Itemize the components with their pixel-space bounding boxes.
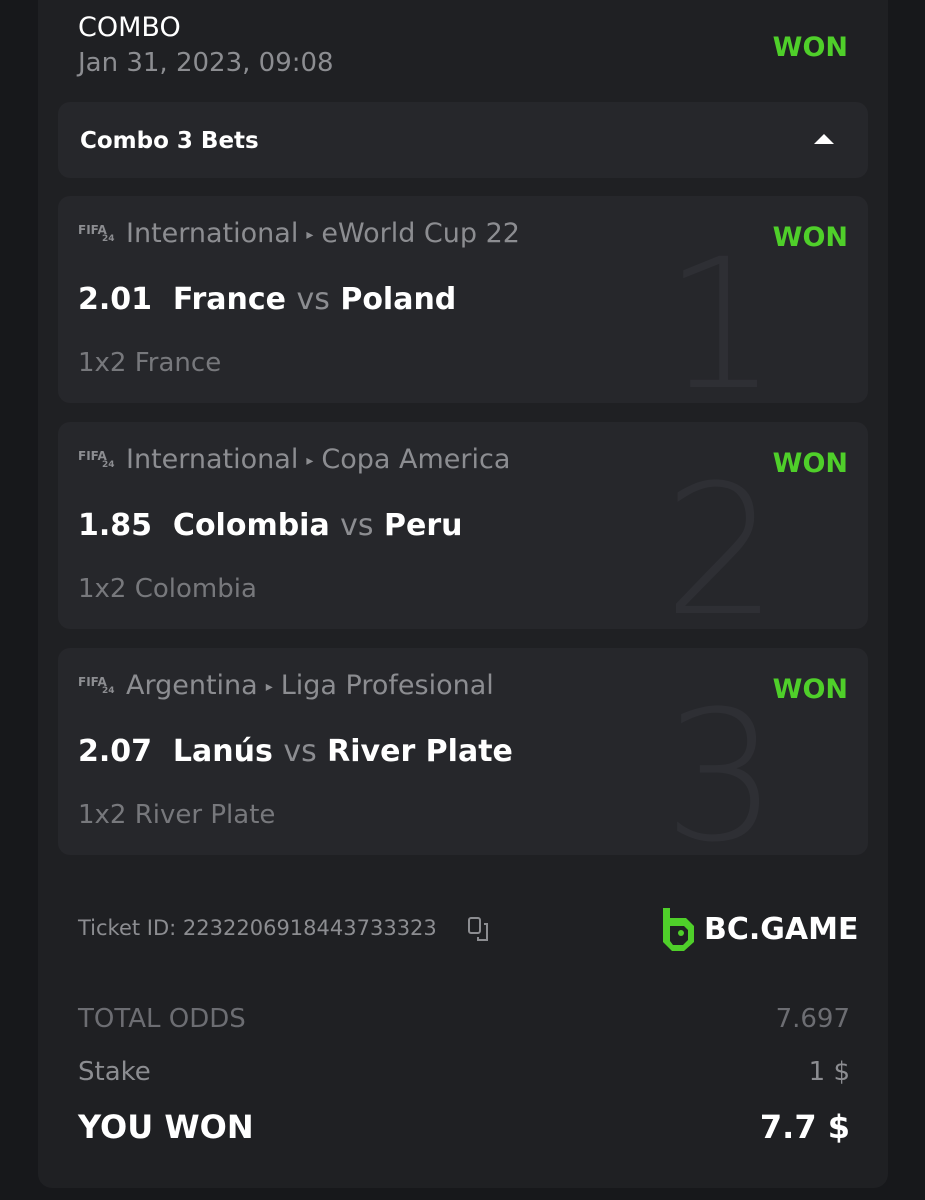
region: Argentina: [126, 670, 258, 701]
region: International: [126, 444, 299, 475]
won-label: YOU WON: [78, 1108, 254, 1146]
total-odds-label: TOTAL ODDS: [78, 1004, 246, 1034]
market: 1x2 River Plate: [78, 800, 276, 830]
home-team: Lanús: [172, 734, 273, 769]
market: 1x2 France: [78, 348, 222, 378]
stake-label: Stake: [78, 1057, 151, 1087]
region: International: [126, 218, 299, 249]
brand-name: BC.GAME: [704, 911, 859, 947]
chevron-right-icon: ▸: [306, 226, 314, 243]
chevron-right-icon: ▸: [306, 452, 314, 469]
stake-row: Stake 1 $: [78, 1057, 850, 1087]
combo-dropdown[interactable]: Combo 3 Bets: [58, 102, 868, 178]
leg-status: WON: [772, 448, 848, 479]
copy-icon[interactable]: [468, 916, 490, 942]
leg-number: 1: [663, 221, 778, 404]
caret-up-icon[interactable]: [814, 134, 834, 144]
bet-slip-card: COMBO Jan 31, 2023, 09:08 WON Combo 3 Be…: [38, 0, 888, 1188]
market: 1x2 Colombia: [78, 574, 257, 604]
league: Liga Profesional: [280, 670, 494, 701]
home-team: France: [172, 282, 287, 317]
combo-label: Combo 3 Bets: [80, 128, 259, 154]
match: 2.07 Lanús vs River Plate: [78, 734, 513, 769]
home-team: Colombia: [172, 508, 330, 543]
odds: 2.07: [78, 734, 153, 769]
status-badge: WON: [772, 32, 848, 63]
league: Copa America: [321, 444, 511, 475]
bc-game-logo: BC.GAME: [660, 906, 858, 952]
total-odds-row: TOTAL ODDS 7.697: [78, 1004, 850, 1034]
chevron-right-icon: ▸: [265, 678, 273, 695]
bet-type: COMBO: [78, 12, 181, 43]
match: 1.85 Colombia vs Peru: [78, 508, 463, 543]
fifa-icon: FIFA 24: [78, 675, 115, 696]
away-team: Poland: [340, 282, 457, 317]
ticket-id: Ticket ID: 2232206918443733323: [78, 916, 437, 940]
league: eWorld Cup 22: [321, 218, 520, 249]
leg-status: WON: [772, 222, 848, 253]
leg-number: 2: [663, 447, 778, 630]
league-breadcrumb: International ▸ Copa America: [126, 444, 510, 475]
vs: vs: [296, 282, 330, 317]
leg-status: WON: [772, 674, 848, 705]
away-team: River Plate: [327, 734, 513, 769]
fifa-icon: FIFA 24: [78, 449, 115, 470]
vs: vs: [340, 508, 374, 543]
match: 2.01 France vs Poland: [78, 282, 456, 317]
bet-date: Jan 31, 2023, 09:08: [78, 48, 334, 78]
fifa-icon: FIFA 24: [78, 223, 115, 244]
won-value: 7.7 $: [759, 1108, 850, 1146]
stake-value: 1 $: [808, 1057, 850, 1087]
bet-leg[interactable]: 3 FIFA 24 Argentina ▸ Liga Profesional WON …: [58, 648, 868, 855]
bc-game-logo-icon: [663, 908, 694, 951]
vs: vs: [283, 734, 317, 769]
league-breadcrumb: International ▸ eWorld Cup 22: [126, 218, 520, 249]
won-row: YOU WON 7.7 $: [78, 1108, 850, 1146]
league-breadcrumb: Argentina ▸ Liga Profesional: [126, 670, 494, 701]
total-odds-value: 7.697: [775, 1004, 850, 1034]
bet-leg[interactable]: 1 FIFA 24 International ▸ eWorld Cup 22 WON…: [58, 196, 868, 403]
bet-leg[interactable]: 2 FIFA 24 International ▸ Copa America WON …: [58, 422, 868, 629]
odds: 1.85: [78, 508, 153, 543]
away-team: Peru: [384, 508, 463, 543]
odds: 2.01: [78, 282, 153, 317]
leg-number: 3: [663, 673, 778, 856]
